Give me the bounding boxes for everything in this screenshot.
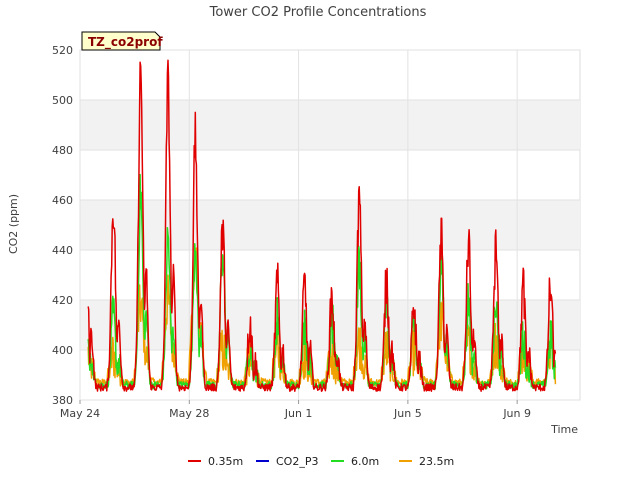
y-tick-label: 420 <box>52 294 73 307</box>
series-line-0.35m <box>87 59 557 392</box>
y-axis-label: CO2 (ppm) <box>7 194 20 254</box>
y-tick-label: 400 <box>52 344 73 357</box>
x-tick-label: May 24 <box>60 407 100 420</box>
y-tick-label: 440 <box>52 244 73 257</box>
y-tick-label: 480 <box>52 144 73 157</box>
tag-label: TZ_co2prof <box>88 35 163 50</box>
series-lines <box>87 59 557 392</box>
legend-label: 6.0m <box>351 455 379 468</box>
chart-title: Tower CO2 Profile Concentrations <box>209 5 427 20</box>
band <box>80 100 580 150</box>
x-tick-label: Jun 5 <box>393 407 422 420</box>
x-tick-labels: May 24 May 28 Jun 1 Jun 5 Jun 9 <box>60 400 531 420</box>
legend-label: 0.35m <box>208 455 243 468</box>
x-tick-label: Jun 1 <box>284 407 313 420</box>
tag-box: TZ_co2prof <box>81 31 163 51</box>
gridlines <box>79 49 580 401</box>
tag-box-shape <box>81 31 161 51</box>
x-axis-label: Time <box>550 423 578 436</box>
legend-label: CO2_P3 <box>276 455 318 468</box>
y-tick-label: 520 <box>52 44 73 57</box>
y-tick-label: 380 <box>52 394 73 407</box>
y-tick-label: 460 <box>52 194 73 207</box>
x-tick-label: May 28 <box>169 407 209 420</box>
legend: 0.35m CO2_P3 6.0m 23.5m <box>188 455 454 468</box>
y-tick-labels: 380 400 420 440 460 480 500 520 <box>52 44 73 407</box>
legend-label: 23.5m <box>419 455 454 468</box>
band <box>80 200 580 250</box>
y-tick-label: 500 <box>52 94 73 107</box>
x-tick-label: Jun 9 <box>502 407 531 420</box>
